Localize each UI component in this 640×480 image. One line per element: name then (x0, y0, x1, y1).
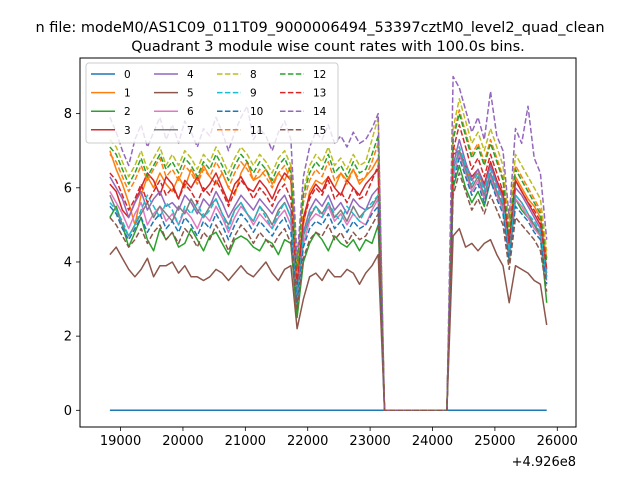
y-tick-label: 6 (64, 181, 72, 196)
y-tick-label: 2 (64, 330, 72, 345)
legend-label-7: 7 (187, 125, 194, 137)
x-axis: 19000 20000 21000 22000 23000 24000 25000 26000 (100, 427, 578, 449)
x-offset-label: +4.926e8 (512, 455, 576, 470)
series-line-2 (109, 164, 548, 412)
series-layer (109, 75, 548, 412)
x-tick-label: 25000 (474, 434, 515, 449)
series-line-13 (109, 124, 548, 412)
legend-label-0: 0 (124, 69, 131, 81)
series-line-11 (109, 109, 548, 412)
x-tick-label: 23000 (349, 434, 390, 449)
legend-label-4: 4 (187, 69, 194, 81)
x-tick-label: 22000 (287, 434, 328, 449)
series-line-8 (109, 98, 548, 412)
y-axis: 0 2 4 6 8 (64, 107, 80, 419)
y-tick-label: 0 (64, 404, 72, 419)
series-line-15 (109, 172, 548, 412)
figure-suptitle: n file: modeM0/AS1C09_011T09_9000006494_… (35, 20, 604, 36)
y-tick-label: 8 (64, 107, 72, 122)
legend-label-12: 12 (313, 69, 326, 81)
y-tick-label: 4 (64, 255, 72, 270)
legend-label-14: 14 (313, 106, 327, 118)
series-line-10 (109, 157, 548, 412)
series-line-3 (109, 149, 548, 412)
x-tick-label: 20000 (162, 434, 203, 449)
legend-label-15: 15 (313, 125, 326, 137)
x-tick-label: 21000 (225, 434, 266, 449)
legend-label-6: 6 (187, 106, 194, 118)
x-tick-label: 24000 (412, 434, 453, 449)
legend-frame (85, 62, 339, 144)
legend-label-5: 5 (187, 88, 194, 100)
legend-label-3: 3 (124, 125, 131, 137)
legend-label-11: 11 (250, 125, 263, 137)
series-line-9 (109, 146, 548, 412)
series-line-6 (109, 153, 548, 412)
series-line-5 (109, 227, 548, 412)
legend-label-1: 1 (124, 88, 131, 100)
x-tick-label: 26000 (537, 434, 578, 449)
legend-label-10: 10 (250, 106, 263, 118)
legend-label-9: 9 (250, 88, 257, 100)
plot-frame (79, 57, 577, 428)
series-line-4 (109, 138, 548, 412)
legend-label-8: 8 (250, 69, 257, 81)
legend-label-13: 13 (313, 88, 326, 100)
series-line-12 (109, 112, 548, 412)
chart-title: Quadrant 3 module wise count rates with … (131, 39, 525, 55)
x-tick-label: 19000 (100, 434, 141, 449)
legend-label-2: 2 (124, 106, 131, 118)
